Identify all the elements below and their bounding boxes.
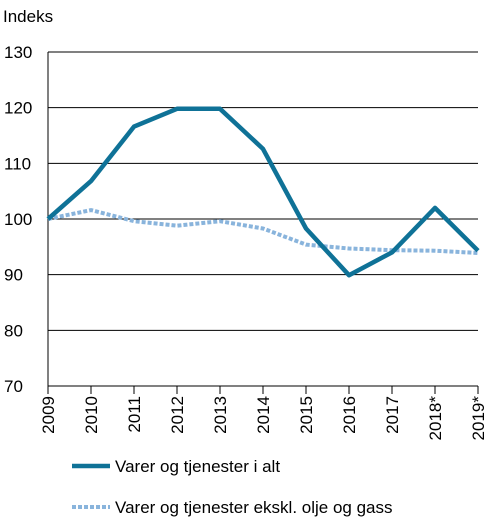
y-axis-label: Indeks: [3, 7, 53, 26]
x-tick-label: 2014: [254, 396, 273, 434]
y-tick-label: 90: [4, 266, 23, 285]
y-tick-label: 120: [4, 99, 32, 118]
x-tick-label: 2009: [39, 396, 58, 434]
x-tick-label: 2016: [340, 396, 359, 434]
legend-label-1: Varer og tjenester i alt: [115, 457, 280, 476]
y-tick-label: 70: [4, 377, 23, 396]
x-tick-label: 2018*: [426, 396, 445, 441]
x-axis: 2009 2010 2011 2012 2013 2014 2015 2016 2017 2018…: [39, 52, 488, 440]
x-tick-label: 2013: [211, 396, 230, 434]
y-tick-label: 100: [4, 210, 32, 229]
x-tick-label: 2011: [125, 396, 144, 433]
legend-label-2: Varer og tjenester ekskl. olje og gass: [115, 498, 393, 517]
series-line-2: [47, 208, 479, 255]
x-tick-label: 2019*: [469, 396, 488, 441]
gridlines: [48, 51, 478, 387]
y-tick-label: 110: [4, 154, 31, 173]
x-tick-label: 2015: [297, 396, 316, 434]
x-tick-label: 2012: [168, 396, 187, 434]
series-lines: [46, 106, 480, 278]
y-tick-label: 130: [4, 43, 32, 62]
x-tick-label: 2017: [383, 396, 402, 434]
y-tick-label: 80: [4, 321, 23, 340]
x-tick-label: 2010: [82, 396, 101, 434]
series-line-1: [46, 106, 480, 278]
legend: Varer og tjenester i alt Varer og tjenest…: [72, 457, 393, 517]
y-tick-labels: 70 80 90 100 110 120 130: [4, 43, 32, 396]
